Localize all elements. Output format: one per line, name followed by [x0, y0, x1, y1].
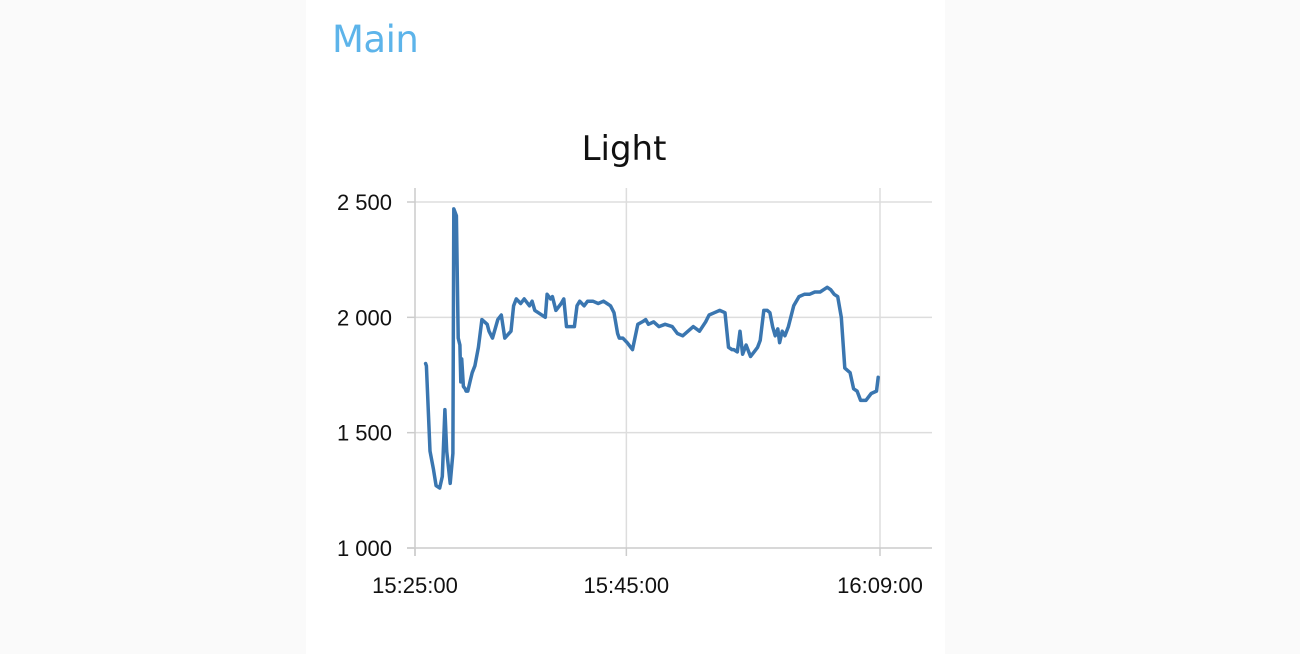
- x-tick-label: 15:25:00: [372, 573, 458, 598]
- group-title: Main: [332, 18, 419, 61]
- x-tick-label: 16:09:00: [837, 573, 923, 598]
- chart-axes: [407, 188, 932, 556]
- chart-series: [423, 207, 880, 490]
- y-tick-label: 1 500: [337, 421, 392, 446]
- y-tick-label: 2 500: [337, 190, 392, 215]
- y-tick-label: 2 000: [337, 305, 392, 330]
- chart-grid: [415, 188, 932, 548]
- y-tick-label: 1 000: [337, 536, 392, 561]
- x-tick-label: 15:45:00: [584, 573, 670, 598]
- dashboard-panel: Main: [306, 0, 945, 654]
- y-axis-labels: 1 000 1 500 2 000 2 500: [337, 190, 392, 561]
- x-axis-labels: 15:25:00 15:45:00 16:09:00: [372, 573, 923, 598]
- light-series-line: [423, 207, 880, 490]
- chart-title: Light: [582, 129, 667, 169]
